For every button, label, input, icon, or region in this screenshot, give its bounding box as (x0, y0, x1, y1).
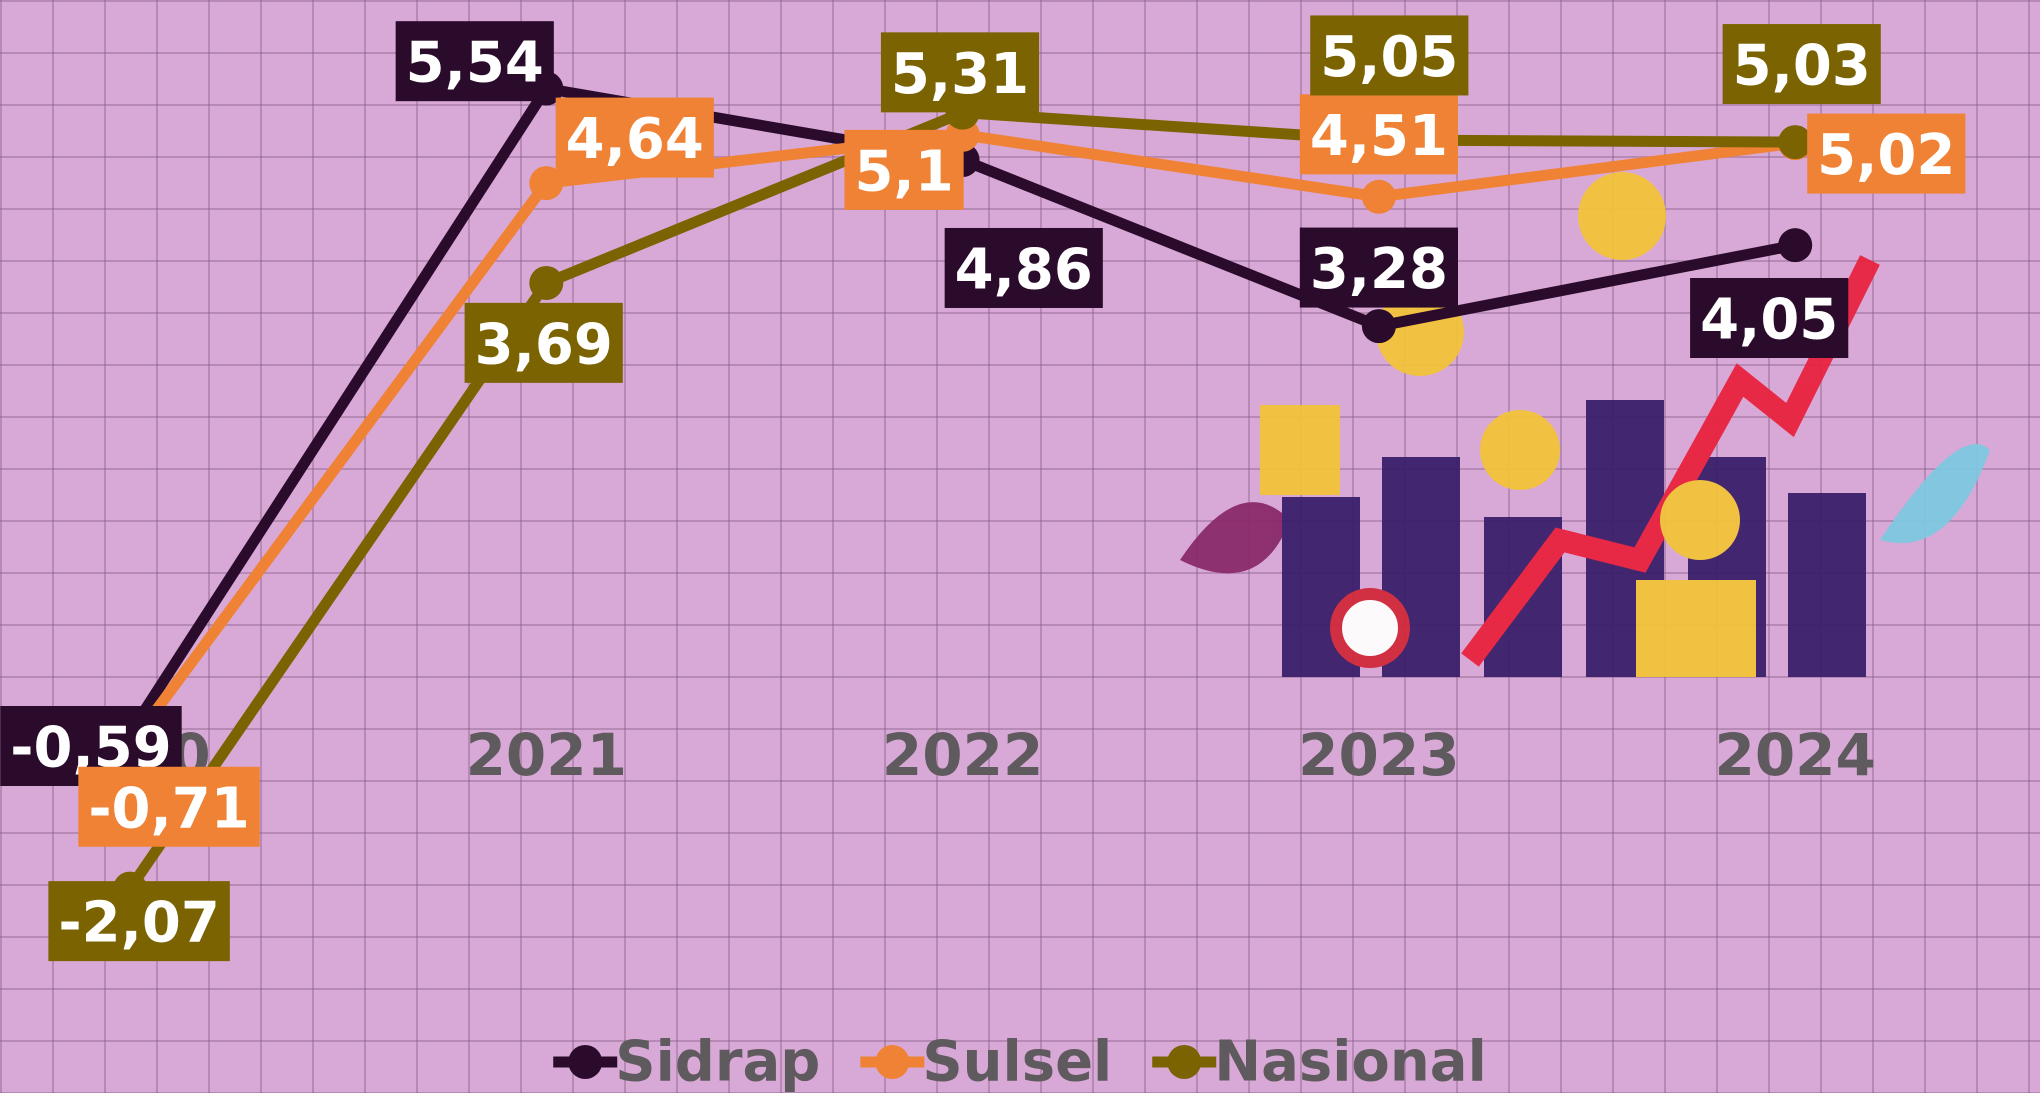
data-label-text: 3,28 (1310, 237, 1448, 302)
page: {"chart_data": {"type": "line", "categor… (0, 0, 2040, 1093)
data-label-text: 5,1 (854, 139, 953, 204)
legend-marker (875, 1045, 909, 1079)
data-label-text: 5,02 (1817, 123, 1955, 188)
data-label: 5,05 (1310, 15, 1468, 95)
data-label: 5,31 (881, 32, 1039, 112)
legend: Sidrap Sulsel Nasional (553, 1030, 1487, 1093)
x-tick-label: 2024 (1714, 721, 1875, 789)
data-label: 3,28 (1300, 228, 1458, 308)
data-label: 5,02 (1807, 114, 1965, 194)
data-label: 4,51 (1300, 94, 1458, 174)
point (1778, 228, 1812, 262)
data-label-text: 4,86 (955, 237, 1093, 302)
data-label-text: 4,05 (1700, 288, 1838, 353)
legend-item: Sulsel (860, 1030, 1112, 1093)
data-label-text: 5,54 (406, 31, 544, 96)
point (1778, 125, 1812, 159)
legend-item: Sidrap (553, 1030, 820, 1093)
data-label: -0,71 (78, 767, 259, 847)
legend-marker (568, 1045, 602, 1079)
data-label-text: -0,71 (88, 776, 249, 841)
data-label: 5,1 (844, 130, 963, 210)
legend-label: Nasional (1214, 1030, 1487, 1093)
legend-label: Sulsel (922, 1030, 1112, 1093)
data-label-text: 3,69 (475, 312, 613, 377)
data-label: 3,69 (465, 303, 623, 383)
x-tick-label: 2023 (1298, 721, 1459, 789)
x-tick-label: 2021 (466, 721, 627, 789)
data-label: 5,54 (396, 21, 554, 101)
data-label: 5,03 (1723, 24, 1881, 104)
data-label-text: 5,05 (1320, 25, 1458, 90)
chart: 20202021202220232024-0,595,544,863,284,0… (0, 0, 2040, 1093)
data-label-text: 4,64 (566, 107, 704, 172)
data-label-text: -2,07 (58, 891, 219, 956)
point (1362, 309, 1396, 343)
data-label: 4,05 (1690, 278, 1848, 358)
x-tick-label: 2022 (882, 721, 1043, 789)
point (529, 266, 563, 300)
legend-marker (1167, 1045, 1201, 1079)
data-label: -2,07 (48, 881, 229, 961)
point (1362, 180, 1396, 214)
data-label: 4,86 (945, 228, 1103, 308)
legend-label: Sidrap (615, 1030, 820, 1093)
legend-item: Nasional (1152, 1030, 1487, 1093)
data-label-text: 4,51 (1310, 104, 1448, 169)
data-label-text: 5,03 (1733, 34, 1871, 99)
data-label: 4,64 (556, 98, 714, 178)
data-label-text: 5,31 (891, 42, 1029, 107)
